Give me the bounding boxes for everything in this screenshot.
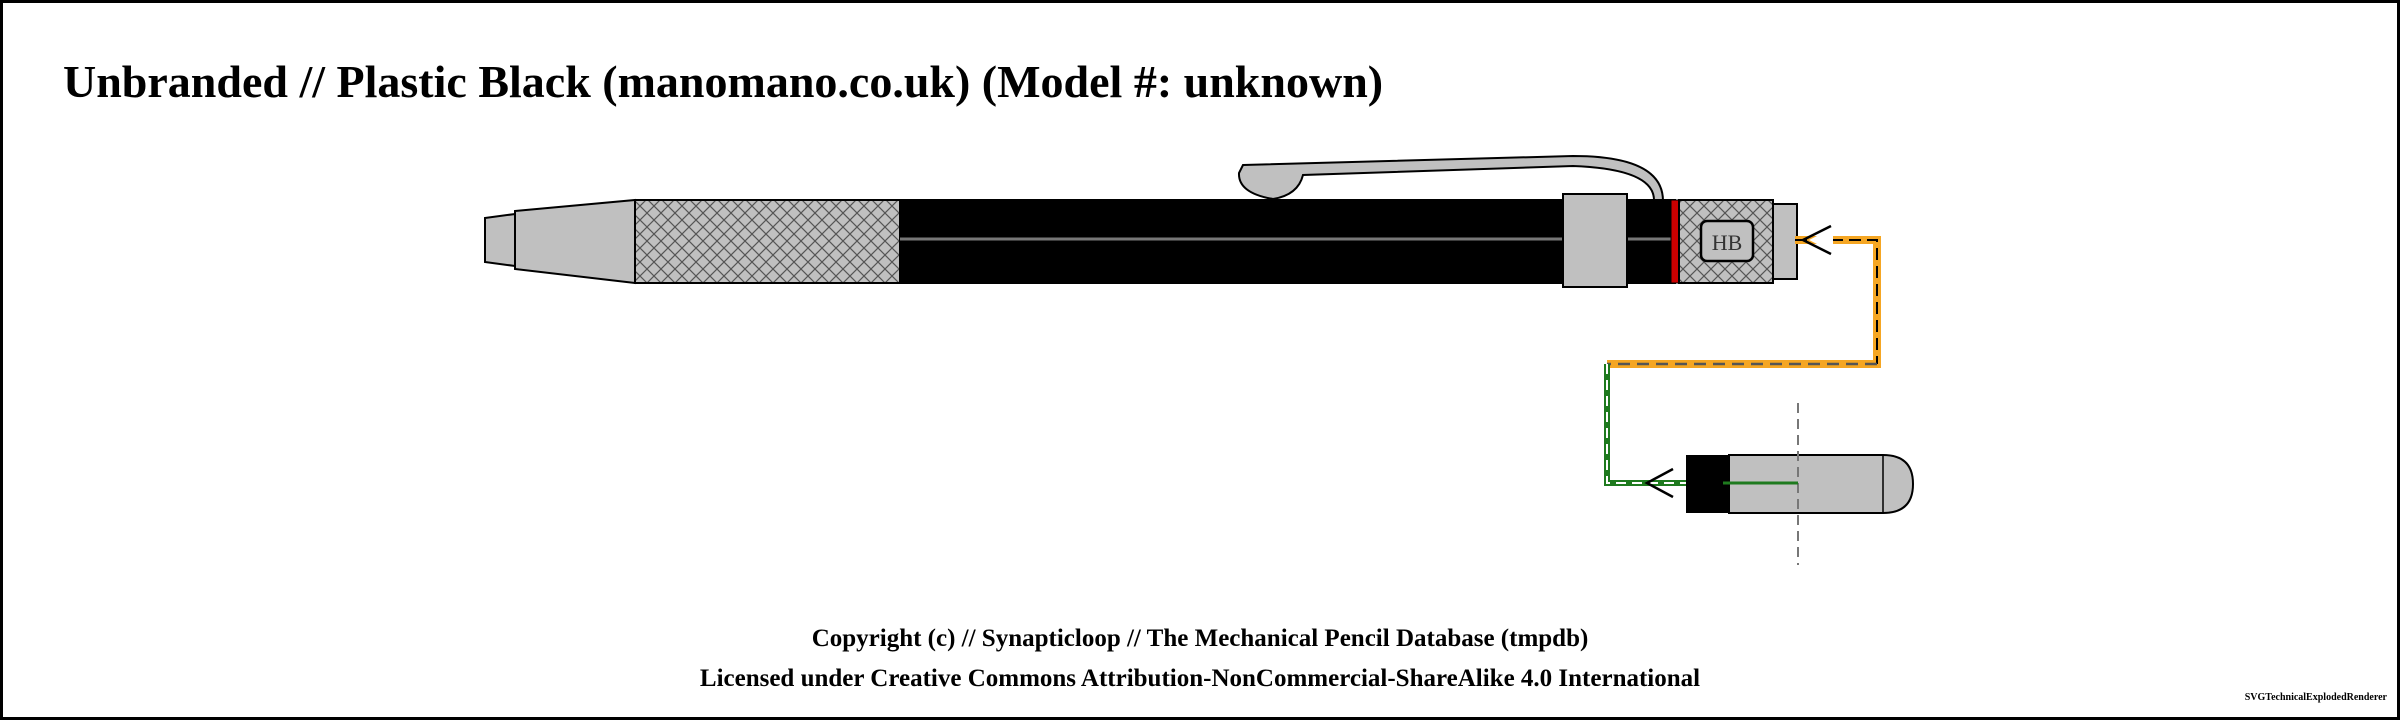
eraser bbox=[1728, 454, 1915, 514]
page-title: Unbranded // Plastic Black (manomano.co.… bbox=[63, 56, 1384, 107]
accent-ring bbox=[1670, 199, 1680, 284]
main-barrel bbox=[899, 199, 1676, 284]
clip-band bbox=[1562, 193, 1628, 288]
renderer-credit: SVGTechnicalExplodedRenderer bbox=[2244, 692, 2387, 703]
lead-grade-indicator: HB bbox=[1699, 219, 1755, 263]
lead-grade-label: HB bbox=[1712, 230, 1743, 255]
copyright-notice: Copyright (c) // Synapticloop // The Mec… bbox=[811, 625, 1589, 652]
rear-ring bbox=[1772, 203, 1798, 280]
pocket-clip bbox=[1237, 154, 1665, 202]
upper-connector-line bbox=[1607, 224, 1881, 368]
pencil-exploded-drawing: HB bbox=[484, 154, 1915, 565]
lead-pipe-tip bbox=[484, 212, 516, 268]
eraser-centerline bbox=[1723, 403, 1799, 565]
front-cone bbox=[514, 198, 636, 285]
license-notice: Licensed under Creative Commons Attribut… bbox=[699, 665, 1701, 692]
front-grip-section bbox=[634, 199, 901, 284]
end-cap-black bbox=[1686, 455, 1730, 513]
